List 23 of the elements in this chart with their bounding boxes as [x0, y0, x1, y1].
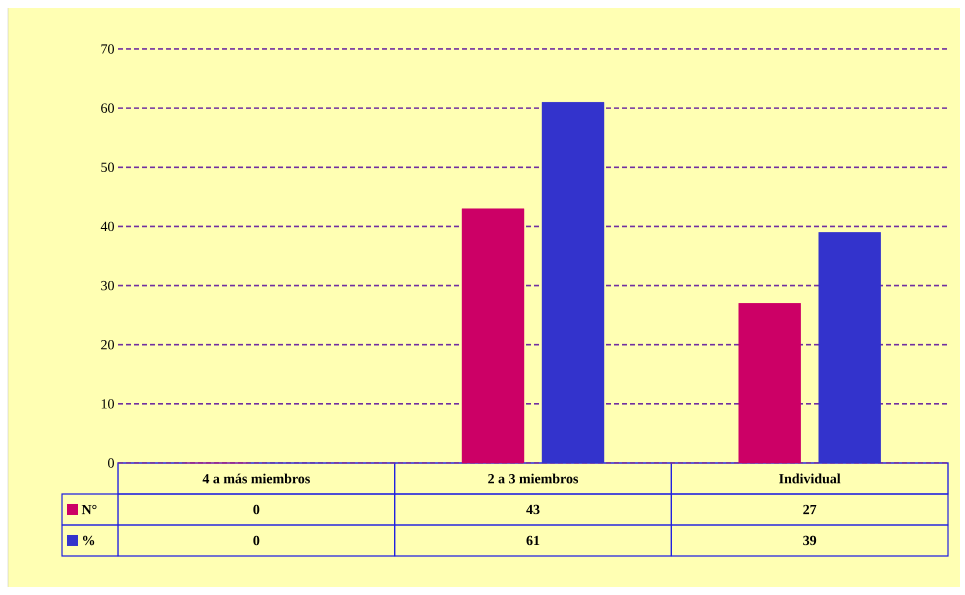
- y-tick-label: 50: [101, 162, 114, 172]
- data-label: 0: [253, 536, 260, 546]
- y-tick-label: 70: [101, 44, 114, 54]
- bar: [738, 303, 801, 464]
- x-tick-label: 2 a 3 miembros: [488, 474, 578, 484]
- data-label: 39: [803, 536, 816, 546]
- y-tick-label: 60: [101, 103, 114, 113]
- data-label: 27: [803, 504, 816, 514]
- bar: [542, 102, 604, 464]
- y-tick-label: 10: [102, 399, 114, 409]
- y-tick-label: 0: [108, 458, 114, 468]
- bar: [462, 208, 524, 464]
- y-tick-label: 20: [101, 340, 114, 350]
- bar: [818, 232, 881, 464]
- x-tick-label: Individual: [779, 474, 840, 484]
- data-label: 0: [253, 504, 260, 514]
- x-tick-label: 4 a más miembros: [202, 474, 310, 484]
- y-tick-label: 30: [101, 280, 114, 290]
- data-label: 43: [526, 504, 540, 514]
- data-label: 61: [526, 536, 540, 546]
- legend-label: N°: [82, 504, 97, 514]
- legend-label: %: [82, 536, 94, 546]
- y-tick-label: 40: [100, 222, 114, 232]
